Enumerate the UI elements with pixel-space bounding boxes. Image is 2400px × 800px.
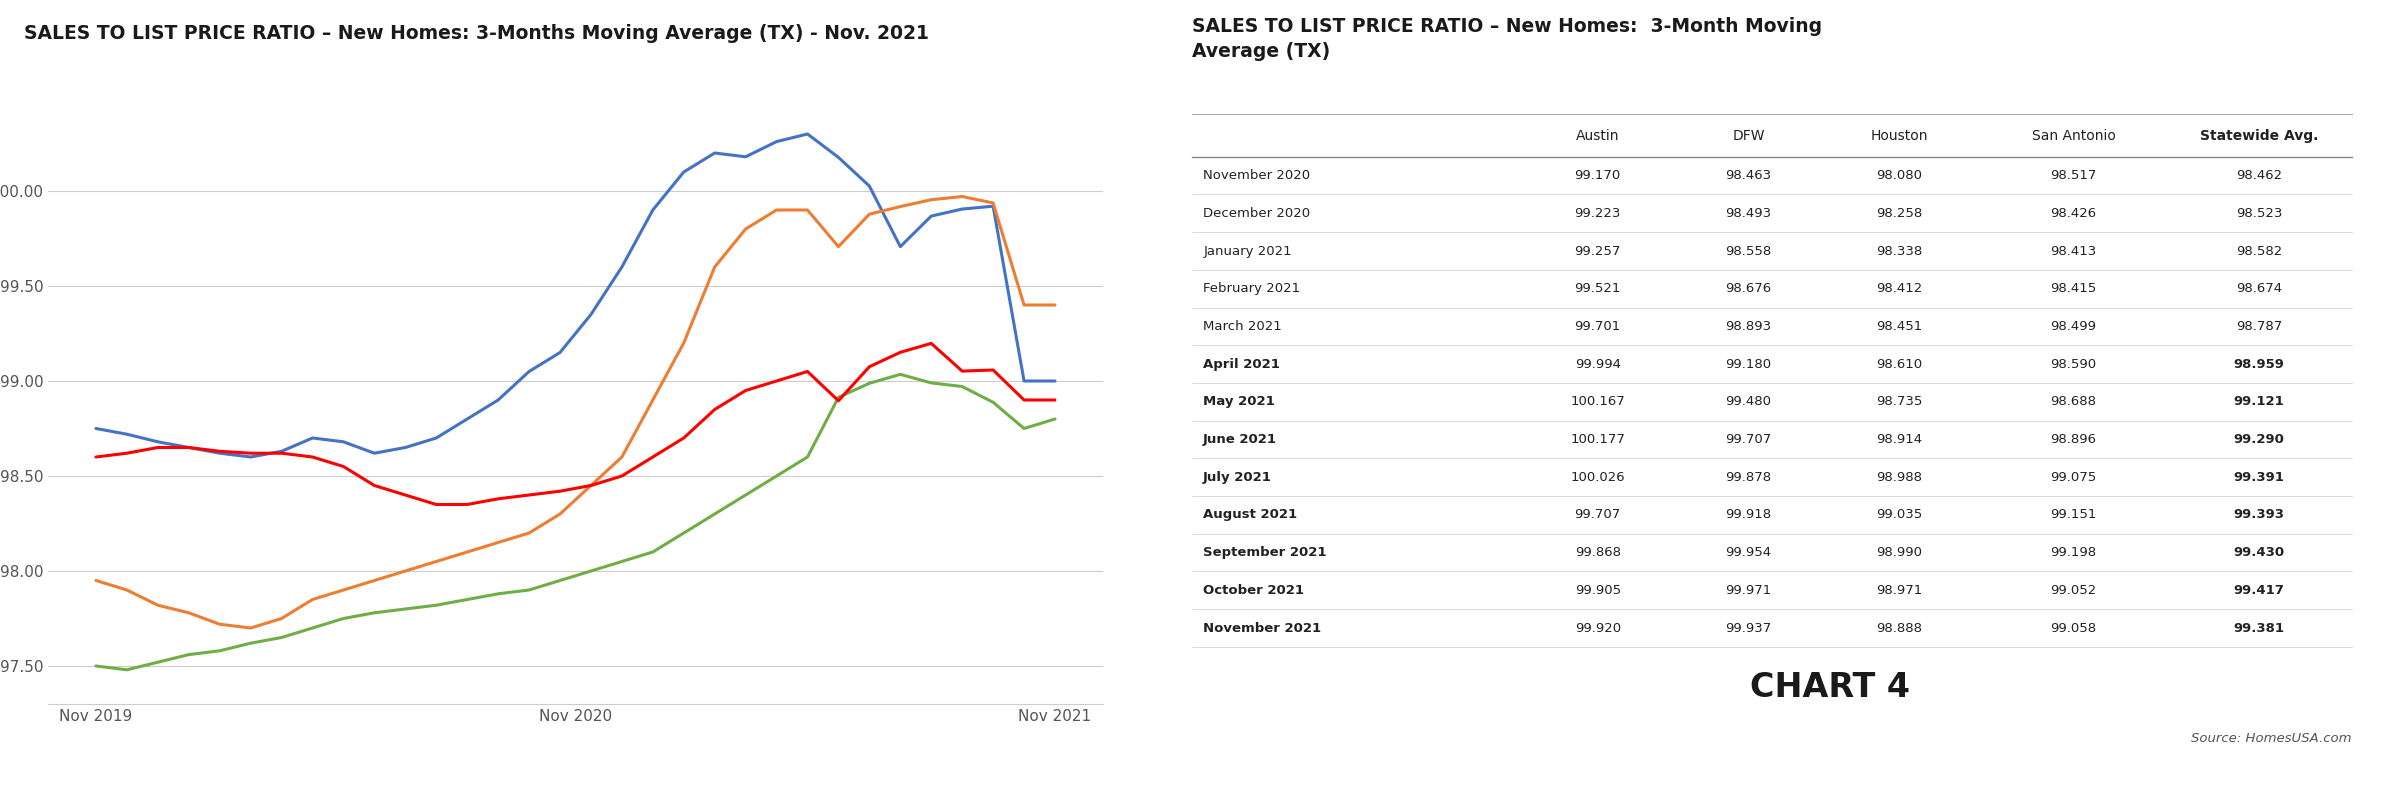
Text: Source: HomesUSA.com: Source: HomesUSA.com [2191, 732, 2352, 745]
Text: 99.707: 99.707 [1574, 509, 1620, 522]
Text: 99.707: 99.707 [1726, 433, 1771, 446]
Text: August 2021: August 2021 [1202, 509, 1298, 522]
Text: 98.787: 98.787 [2237, 320, 2282, 333]
Text: Statewide Avg.: Statewide Avg. [2201, 129, 2318, 142]
Text: November 2020: November 2020 [1202, 169, 1310, 182]
Text: 98.971: 98.971 [1877, 584, 1922, 597]
Text: 98.990: 98.990 [1877, 546, 1922, 559]
Text: 98.893: 98.893 [1726, 320, 1771, 333]
Text: Houston: Houston [1870, 129, 1927, 142]
Text: November 2021: November 2021 [1202, 622, 1322, 634]
Text: 99.701: 99.701 [1574, 320, 1620, 333]
Text: 99.878: 99.878 [1726, 470, 1771, 484]
Text: 99.381: 99.381 [2234, 622, 2285, 634]
Text: 98.523: 98.523 [2237, 207, 2282, 220]
Text: 98.080: 98.080 [1877, 169, 1922, 182]
Text: 99.920: 99.920 [1574, 622, 1620, 634]
Text: 98.735: 98.735 [1877, 395, 1922, 408]
Text: 98.914: 98.914 [1877, 433, 1922, 446]
Text: 99.223: 99.223 [1574, 207, 1620, 220]
Text: 98.426: 98.426 [2050, 207, 2098, 220]
Text: February 2021: February 2021 [1202, 282, 1301, 295]
Text: 98.493: 98.493 [1726, 207, 1771, 220]
Text: 99.417: 99.417 [2234, 584, 2285, 597]
Text: 99.391: 99.391 [2234, 470, 2285, 484]
Text: 98.888: 98.888 [1877, 622, 1922, 634]
Text: Austin: Austin [1577, 129, 1620, 142]
Text: March 2021: March 2021 [1202, 320, 1282, 333]
Text: May 2021: May 2021 [1202, 395, 1274, 408]
Text: 98.258: 98.258 [1877, 207, 1922, 220]
Text: January 2021: January 2021 [1202, 245, 1291, 258]
Text: 98.463: 98.463 [1726, 169, 1771, 182]
Text: 100.177: 100.177 [1570, 433, 1625, 446]
Text: 98.688: 98.688 [2050, 395, 2098, 408]
Text: 100.026: 100.026 [1570, 470, 1625, 484]
Text: 99.170: 99.170 [1574, 169, 1620, 182]
Text: 98.674: 98.674 [2237, 282, 2282, 295]
Text: December 2020: December 2020 [1202, 207, 1310, 220]
Text: CHART 4: CHART 4 [1750, 671, 1910, 704]
Text: 98.338: 98.338 [1877, 245, 1922, 258]
Text: 99.151: 99.151 [2050, 509, 2098, 522]
Text: 99.198: 99.198 [2050, 546, 2098, 559]
Text: 98.462: 98.462 [2237, 169, 2282, 182]
Text: San Antonio: San Antonio [2030, 129, 2114, 142]
Text: 98.558: 98.558 [1726, 245, 1771, 258]
Text: 99.937: 99.937 [1726, 622, 1771, 634]
Text: October 2021: October 2021 [1202, 584, 1303, 597]
Text: 99.052: 99.052 [2050, 584, 2098, 597]
Text: 99.430: 99.430 [2234, 546, 2285, 559]
Text: SALES TO LIST PRICE RATIO – New Homes:  3-Month Moving
Average (TX): SALES TO LIST PRICE RATIO – New Homes: 3… [1190, 17, 1822, 61]
Text: 100.167: 100.167 [1570, 395, 1625, 408]
Text: 98.517: 98.517 [2050, 169, 2098, 182]
Text: 99.035: 99.035 [1877, 509, 1922, 522]
Text: 98.412: 98.412 [1877, 282, 1922, 295]
Text: 98.415: 98.415 [2050, 282, 2098, 295]
Text: July 2021: July 2021 [1202, 470, 1272, 484]
Text: 99.393: 99.393 [2234, 509, 2285, 522]
Text: 99.994: 99.994 [1574, 358, 1620, 370]
Text: 99.868: 99.868 [1574, 546, 1620, 559]
Text: 99.121: 99.121 [2234, 395, 2285, 408]
Text: June 2021: June 2021 [1202, 433, 1277, 446]
Text: 99.480: 99.480 [1726, 395, 1771, 408]
Text: 98.499: 98.499 [2050, 320, 2098, 333]
Text: 98.896: 98.896 [2050, 433, 2098, 446]
Text: September 2021: September 2021 [1202, 546, 1327, 559]
Text: 98.451: 98.451 [1877, 320, 1922, 333]
Text: 98.959: 98.959 [2234, 358, 2285, 370]
Text: 98.610: 98.610 [1877, 358, 1922, 370]
Text: DFW: DFW [1733, 129, 1764, 142]
Text: 99.971: 99.971 [1726, 584, 1771, 597]
Text: 99.257: 99.257 [1574, 245, 1620, 258]
Text: 98.676: 98.676 [1726, 282, 1771, 295]
Text: 99.075: 99.075 [2050, 470, 2098, 484]
Text: 98.582: 98.582 [2237, 245, 2282, 258]
Text: 98.590: 98.590 [2050, 358, 2098, 370]
Text: 99.058: 99.058 [2050, 622, 2098, 634]
Text: SALES TO LIST PRICE RATIO – New Homes: 3-Months Moving Average (TX) - Nov. 2021: SALES TO LIST PRICE RATIO – New Homes: 3… [24, 24, 929, 43]
Text: 99.954: 99.954 [1726, 546, 1771, 559]
Text: 99.290: 99.290 [2234, 433, 2285, 446]
Text: 99.905: 99.905 [1574, 584, 1620, 597]
Text: April 2021: April 2021 [1202, 358, 1279, 370]
Text: 99.918: 99.918 [1726, 509, 1771, 522]
Text: 99.521: 99.521 [1574, 282, 1620, 295]
Text: 98.413: 98.413 [2050, 245, 2098, 258]
Text: 98.988: 98.988 [1877, 470, 1922, 484]
Text: 99.180: 99.180 [1726, 358, 1771, 370]
